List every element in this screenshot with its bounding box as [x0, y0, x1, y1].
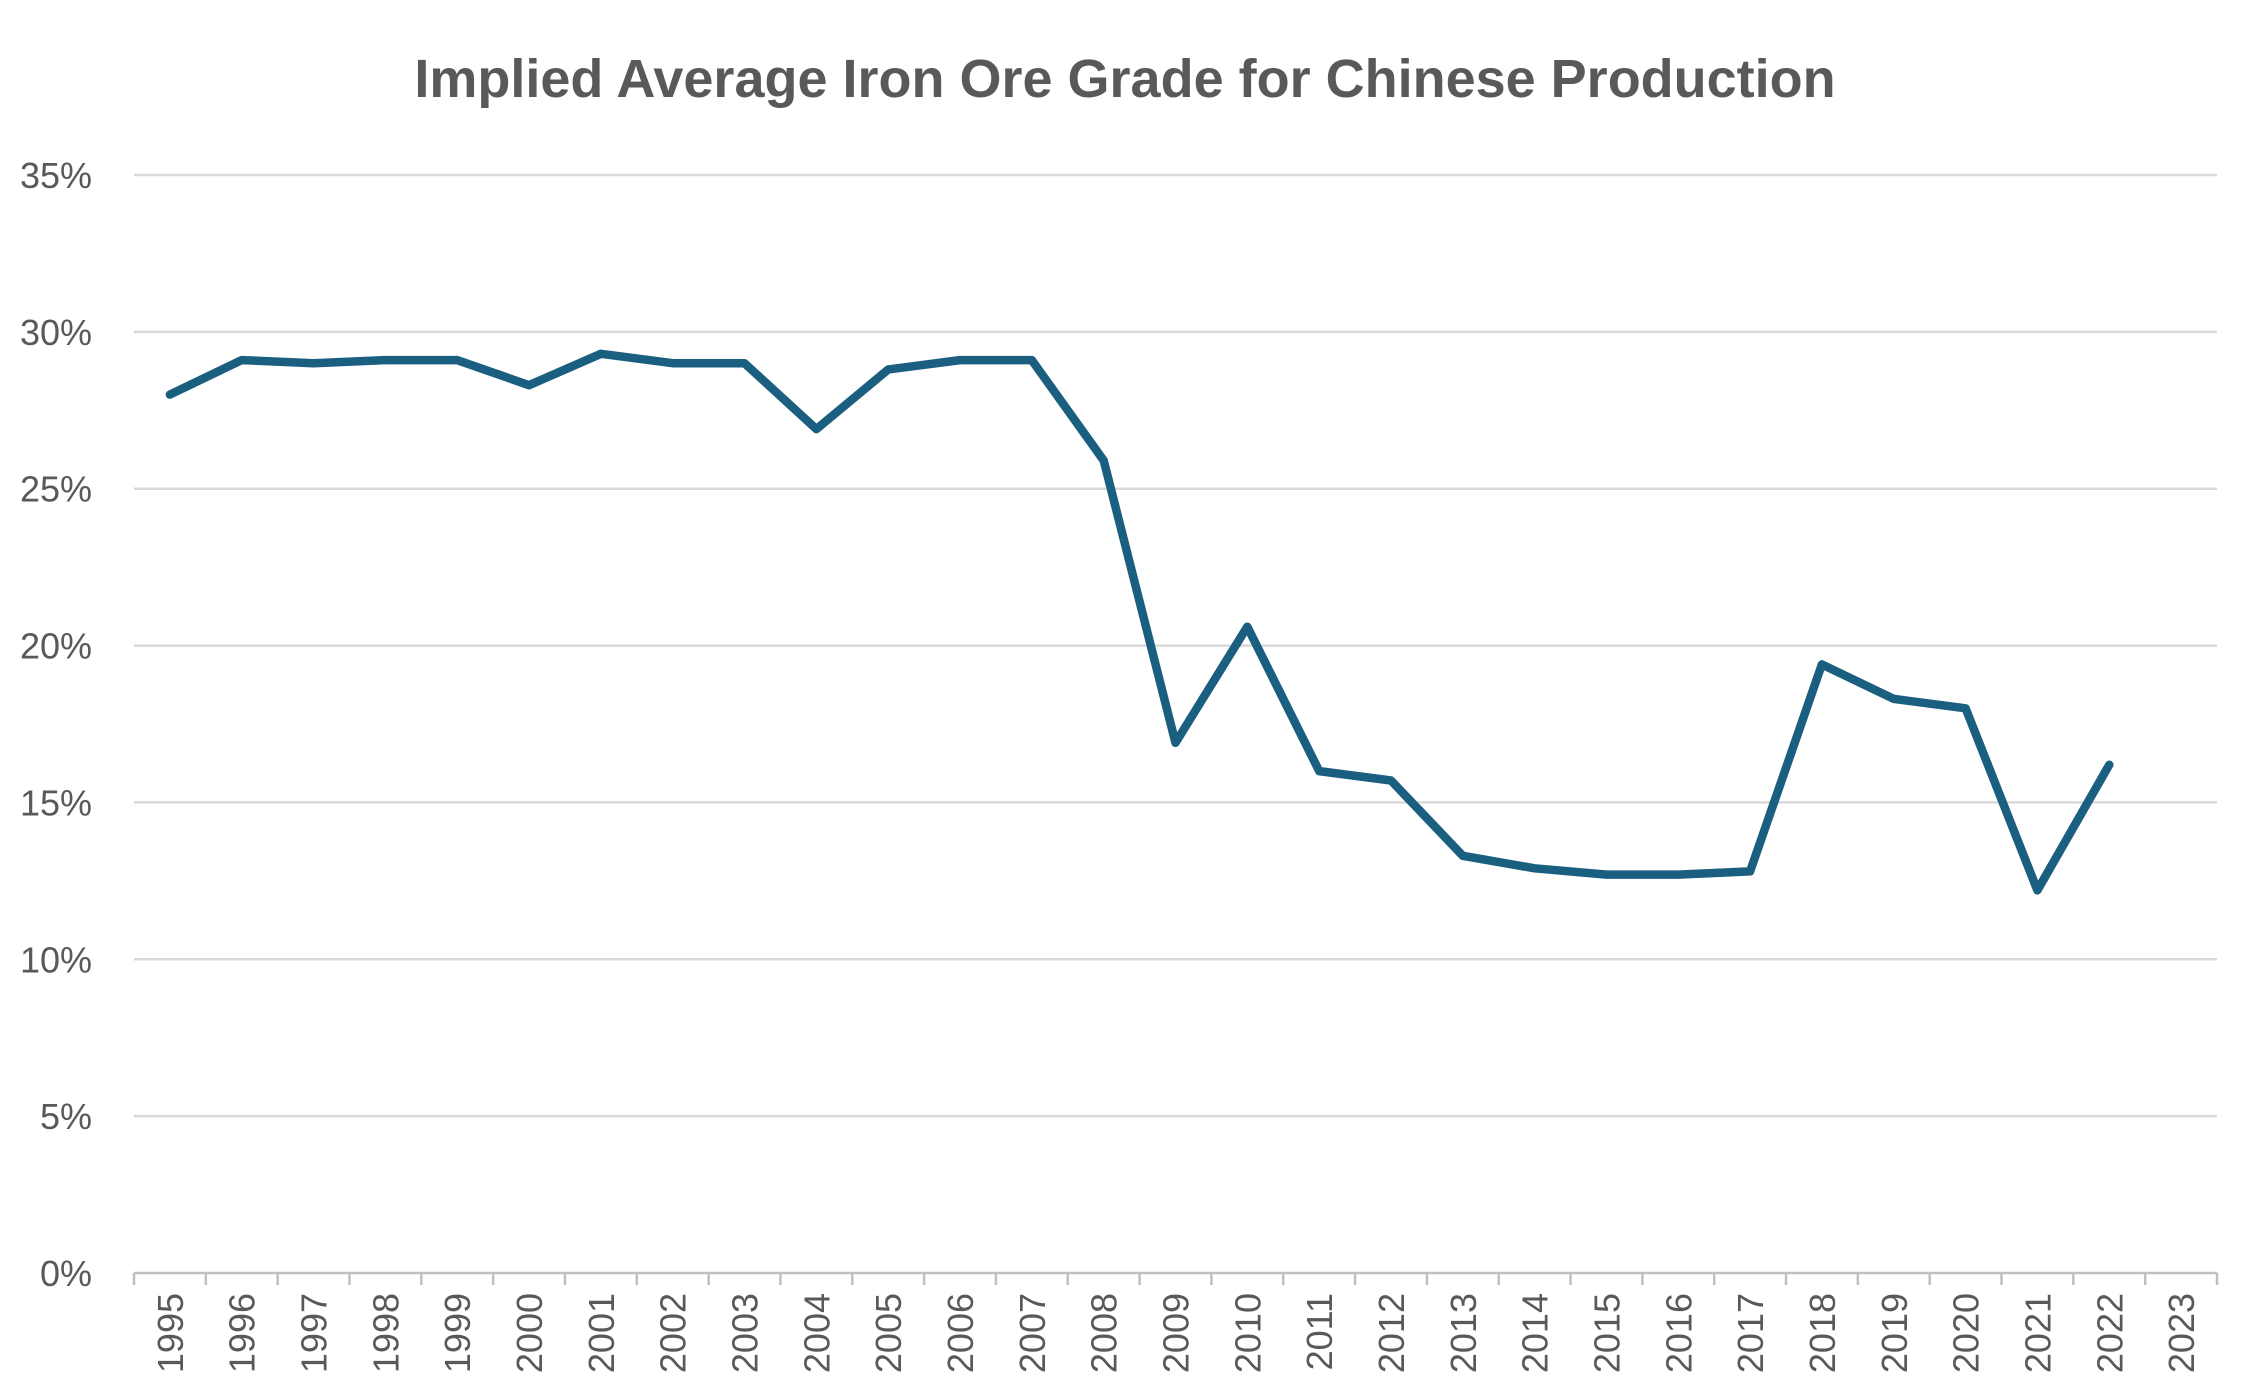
x-tick-label: 2022: [2089, 1293, 2130, 1373]
x-tick-label: 2015: [1586, 1293, 1627, 1373]
y-tick-label: 20%: [20, 626, 92, 667]
x-tick-label: 2016: [1658, 1293, 1699, 1373]
x-tick-label: 2023: [2161, 1293, 2202, 1373]
x-tick-label: 2001: [581, 1293, 622, 1373]
x-tick-label: 2007: [1012, 1293, 1053, 1373]
y-tick-label: 5%: [40, 1096, 92, 1137]
x-tick-label: 2013: [1443, 1293, 1484, 1373]
x-tick-label: 2010: [1227, 1293, 1268, 1373]
x-tick-label: 2012: [1371, 1293, 1412, 1373]
x-tick-label: 2009: [1156, 1293, 1197, 1373]
x-tick-label: 2005: [868, 1293, 909, 1373]
series-layer: [165, 349, 2114, 895]
x-tick-label: 2019: [1874, 1293, 1915, 1373]
x-tick-label: 1995: [150, 1293, 191, 1373]
x-tick-label: 2004: [796, 1293, 837, 1373]
y-axis-tick-labels: 0% 5% 10% 15% 20% 25% 30% 35%: [20, 155, 92, 1294]
y-tick-label: 10%: [20, 939, 92, 980]
x-tick-label: 1997: [294, 1293, 335, 1373]
x-tick-label: 2006: [940, 1293, 981, 1373]
x-tick-label: 2000: [509, 1293, 550, 1373]
x-tick-label: 2021: [2017, 1293, 2058, 1373]
y-tick-label: 25%: [20, 469, 92, 510]
y-tick-label: 30%: [20, 312, 92, 353]
x-axis: 1995 1996 1997 1998 1999 2000 2001 2002 2003 2004…: [132, 1271, 2219, 1373]
x-tick-label: 2018: [1802, 1293, 1843, 1373]
y-tick-label: 0%: [40, 1253, 92, 1294]
x-tick-label: 2017: [1730, 1293, 1771, 1373]
x-tick-label: 2014: [1515, 1293, 1556, 1373]
gridlines: [134, 173, 2217, 1118]
x-tick-label: 2020: [1946, 1293, 1987, 1373]
x-tick-label: 2002: [653, 1293, 694, 1373]
x-tick-label: 1996: [222, 1293, 263, 1373]
chart-title: Implied Average Iron Ore Grade for Chine…: [414, 49, 1835, 109]
y-tick-label: 15%: [20, 782, 92, 823]
x-tick-label: 1998: [365, 1293, 406, 1373]
series-line: [165, 349, 2114, 895]
y-tick-label: 35%: [20, 155, 92, 196]
x-tick-label: 1999: [437, 1293, 478, 1373]
x-tick-label: 2008: [1084, 1293, 1125, 1373]
x-tick-label: 2011: [1299, 1293, 1340, 1370]
x-tick-label: 2003: [725, 1293, 766, 1373]
